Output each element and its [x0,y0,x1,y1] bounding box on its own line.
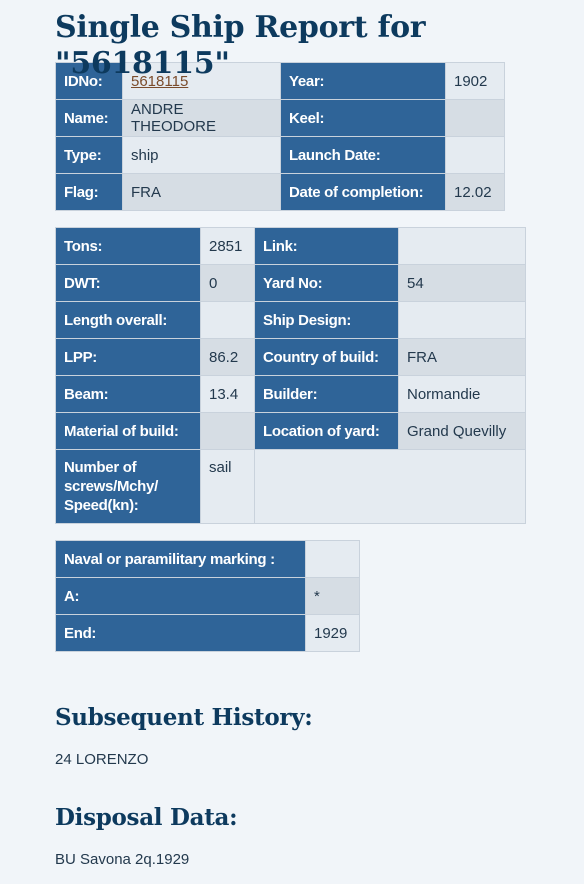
table-row: Naval or paramilitary marking : [55,540,360,578]
end-label: End: [55,614,306,652]
screws-value: sail [200,449,255,524]
table-row: Material of build: Location of yard: Gra… [55,412,526,450]
country-of-build-value: FRA [398,338,526,376]
table-row: Beam: 13.4 Builder: Normandie [55,375,526,413]
completion-value: 12.02 [445,173,505,211]
location-of-yard-label: Location of yard: [254,412,399,450]
lpp-label: LPP: [55,338,201,376]
launch-date-value [445,136,505,174]
naval-marking-label: Naval or paramilitary marking : [55,540,306,578]
page-title: Single Ship Report for "5618115" [55,10,426,81]
keel-value [445,99,505,137]
name-label: Name: [55,99,123,137]
dwt-value: 0 [200,264,255,302]
table-row: Length overall: Ship Design: [55,301,526,339]
end-value: 1929 [305,614,360,652]
table-row: DWT: 0 Yard No: 54 [55,264,526,302]
idno-link[interactable]: 5618115 [131,72,189,90]
yard-no-label: Yard No: [254,264,399,302]
material-label: Material of build: [55,412,201,450]
material-value [200,412,255,450]
dwt-label: DWT: [55,264,201,302]
subsequent-history-heading: Subsequent History: [55,704,313,731]
yard-no-value: 54 [398,264,526,302]
a-label: A: [55,577,306,615]
builder-label: Builder: [254,375,399,413]
lpp-value: 86.2 [200,338,255,376]
completion-label: Date of completion: [280,173,446,211]
disposal-data-text: BU Savona 2q.1929 [55,851,190,868]
table-row: Type: ship Launch Date: [55,136,505,174]
length-overall-label: Length overall: [55,301,201,339]
location-of-yard-value: Grand Quevilly [398,412,526,450]
ship-design-label: Ship Design: [254,301,399,339]
type-value: ship [122,136,281,174]
table-row: A: * [55,577,360,615]
ship-identity-table: IDNo: 5618115 Year: 1902 Name: ANDRE THE… [55,62,505,211]
table-row: IDNo: 5618115 Year: 1902 [55,62,505,100]
table-row: End: 1929 [55,614,360,652]
disposal-data-heading: Disposal Data: [55,804,238,831]
name-value: ANDRE THEODORE [122,99,281,137]
link-value [398,227,526,265]
naval-marking-value [305,540,360,578]
beam-value: 13.4 [200,375,255,413]
beam-label: Beam: [55,375,201,413]
screws-label: Number of screws/Mchy/ Speed(kn): [55,449,201,524]
table-row: Name: ANDRE THEODORE Keel: [55,99,505,137]
year-label: Year: [280,62,446,100]
ship-design-value [398,301,526,339]
a-value: * [305,577,360,615]
table-row: Number of screws/Mchy/ Speed(kn): sail [55,449,526,524]
year-value: 1902 [445,62,505,100]
ship-specs-table: Tons: 2851 Link: DWT: 0 Yard No: 54 Leng… [55,227,526,524]
screws-empty-cell [254,449,526,524]
idno-label: IDNo: [55,62,123,100]
table-row: Flag: FRA Date of completion: 12.02 [55,173,505,211]
length-overall-value [200,301,255,339]
table-row: LPP: 86.2 Country of build: FRA [55,338,526,376]
table-row: Tons: 2851 Link: [55,227,526,265]
type-label: Type: [55,136,123,174]
flag-value: FRA [122,173,281,211]
keel-label: Keel: [280,99,446,137]
link-label: Link: [254,227,399,265]
country-of-build-label: Country of build: [254,338,399,376]
flag-label: Flag: [55,173,123,211]
builder-value: Normandie [398,375,526,413]
marking-table: Naval or paramilitary marking : A: * End… [55,540,360,652]
tons-label: Tons: [55,227,201,265]
subsequent-history-text: 24 LORENZO [55,751,149,768]
tons-value: 2851 [200,227,255,265]
launch-date-label: Launch Date: [280,136,446,174]
